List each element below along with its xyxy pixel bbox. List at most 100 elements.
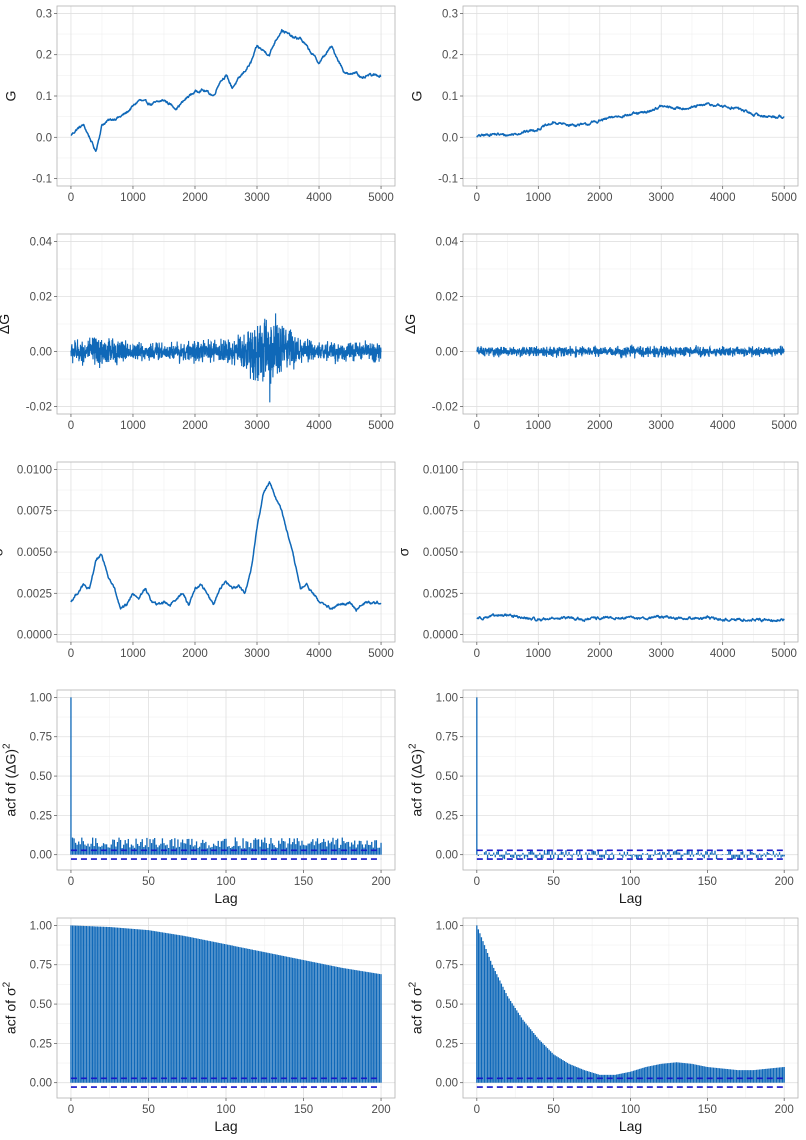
x-tick-label: 4000 <box>710 648 736 660</box>
y-tick-label: 0.0 <box>36 132 52 144</box>
panel-acf-dg2-left: 0 50 100 150 200 0.00 0.25 0.50 0.75 1.00 acf of (… <box>1 689 396 906</box>
x-tick-label: 1000 <box>120 192 146 204</box>
x-tick-label: 0 <box>68 648 74 660</box>
y-tick-label: 0.04 <box>30 236 53 248</box>
x-tick-label: 100 <box>216 876 235 888</box>
x-tick-label: 5000 <box>368 648 394 660</box>
y-tick-label: -0.1 <box>32 174 52 186</box>
x-tick-label: 2000 <box>587 420 613 432</box>
series-line <box>70 28 382 153</box>
x-axis-title: Lag <box>214 890 237 906</box>
y-tick-label: 0.75 <box>436 960 458 972</box>
x-tick-label: 0 <box>474 1104 480 1116</box>
x-tick-label: 5000 <box>368 420 394 432</box>
x-tick-label: 1000 <box>120 420 146 432</box>
acf-bars <box>70 925 382 1083</box>
x-tick-label: 4000 <box>710 420 736 432</box>
plot-area <box>70 697 382 860</box>
panel-sigma-left: 0 1000 2000 3000 4000 5000 0.0000 0.0025 0.0050 0… <box>0 461 396 660</box>
panel-acf-dg2-right: 0 50 100 150 200 0.00 0.25 0.50 0.75 1.00 acf of (… <box>407 689 799 906</box>
x-tick-label: 200 <box>371 1104 390 1116</box>
x-tick-label: 0 <box>474 876 480 888</box>
x-tick-label: 0 <box>68 1104 74 1116</box>
panel-border <box>462 233 799 415</box>
x-tick-label: 2000 <box>587 192 613 204</box>
x-tick-label: 0 <box>68 192 74 204</box>
y-axis-title: G <box>2 91 18 102</box>
x-tick-label: 3000 <box>648 648 674 660</box>
x-tick-label: 4000 <box>306 648 332 660</box>
x-tick-label: 1000 <box>526 648 552 660</box>
y-tick-label: 0.75 <box>30 960 52 972</box>
x-tick-label: 3000 <box>648 192 674 204</box>
series-line <box>476 102 785 138</box>
panel-g-left: 0 1000 2000 3000 4000 5000 -0.1 0.0 0.1 0.2 0.3 G <box>2 5 396 204</box>
x-tick-label: 50 <box>547 876 560 888</box>
y-tick-label: 0.00 <box>436 1078 458 1090</box>
series-line <box>70 481 382 612</box>
y-tick-label: 0.00 <box>30 347 52 359</box>
y-axis-title: ΔG <box>0 314 12 334</box>
y-tick-label: 0.0 <box>442 132 458 144</box>
plot-area <box>70 28 382 153</box>
minor-grid <box>57 234 395 414</box>
y-tick-label: 0.0075 <box>423 506 458 518</box>
acf-bars <box>476 925 785 1083</box>
x-tick-label: 1000 <box>526 420 552 432</box>
y-tick-label: 0.0100 <box>423 464 458 476</box>
major-grid <box>463 6 798 186</box>
x-tick-label: 3000 <box>244 648 270 660</box>
x-tick-label: 0 <box>68 420 74 432</box>
y-tick-label: 0.25 <box>30 1038 52 1050</box>
x-tick-label: 100 <box>621 1104 640 1116</box>
y-tick-label: 0.00 <box>30 1078 52 1090</box>
x-tick-label: 3000 <box>244 420 270 432</box>
y-tick-label: 0.2 <box>36 50 52 62</box>
y-tick-label: 0.75 <box>436 732 458 744</box>
panel-border <box>56 233 396 415</box>
y-tick-label: 0.50 <box>436 771 458 783</box>
y-tick-label: 0.25 <box>436 810 458 822</box>
y-tick-label: 0.50 <box>30 771 52 783</box>
x-tick-label: 150 <box>294 1104 313 1116</box>
x-tick-label: 5000 <box>771 420 797 432</box>
plot-area <box>476 344 785 359</box>
y-tick-label: -0.02 <box>432 402 458 414</box>
x-tick-label: 100 <box>216 1104 235 1116</box>
y-tick-label: 0.00 <box>436 347 458 359</box>
plot-area <box>70 481 382 612</box>
plot-area <box>70 925 382 1088</box>
x-axis-title: Lag <box>619 890 642 906</box>
y-tick-label: 0.25 <box>436 1038 458 1050</box>
x-tick-label: 100 <box>621 876 640 888</box>
plot-area <box>476 925 785 1088</box>
series-line <box>70 313 382 403</box>
y-tick-label: 0.1 <box>36 91 52 103</box>
x-tick-label: 2000 <box>587 648 613 660</box>
y-axis-title: acf of σ2 <box>407 981 424 1034</box>
y-tick-label: -0.1 <box>438 174 458 186</box>
x-tick-label: 3000 <box>244 192 270 204</box>
y-axis-title: G <box>408 91 424 102</box>
x-tick-label: 50 <box>142 876 155 888</box>
y-tick-label: 0.50 <box>436 999 458 1011</box>
y-tick-label: 0.0100 <box>17 464 52 476</box>
y-tick-label: 0.0050 <box>423 547 458 559</box>
y-axis-title: σ <box>0 547 6 556</box>
x-tick-label: 0 <box>474 420 480 432</box>
y-tick-label: 0.0000 <box>423 630 458 642</box>
major-grid <box>57 6 395 186</box>
x-axis-title: Lag <box>619 1118 642 1134</box>
y-tick-label: 0.3 <box>36 8 52 20</box>
y-tick-label: 0.0000 <box>17 630 52 642</box>
plot-area <box>476 613 785 623</box>
x-tick-label: 0 <box>474 192 480 204</box>
y-tick-label: 0.0050 <box>17 547 52 559</box>
plot-area <box>476 102 785 138</box>
x-tick-label: 150 <box>294 876 313 888</box>
x-tick-label: 5000 <box>771 648 797 660</box>
acf-bars <box>476 697 785 860</box>
y-tick-label: 0.0025 <box>423 588 458 600</box>
panel-dg-left: 0 1000 2000 3000 4000 5000 -0.02 0.00 0.02 0.04 ΔG <box>0 233 396 432</box>
x-tick-label: 4000 <box>306 192 332 204</box>
